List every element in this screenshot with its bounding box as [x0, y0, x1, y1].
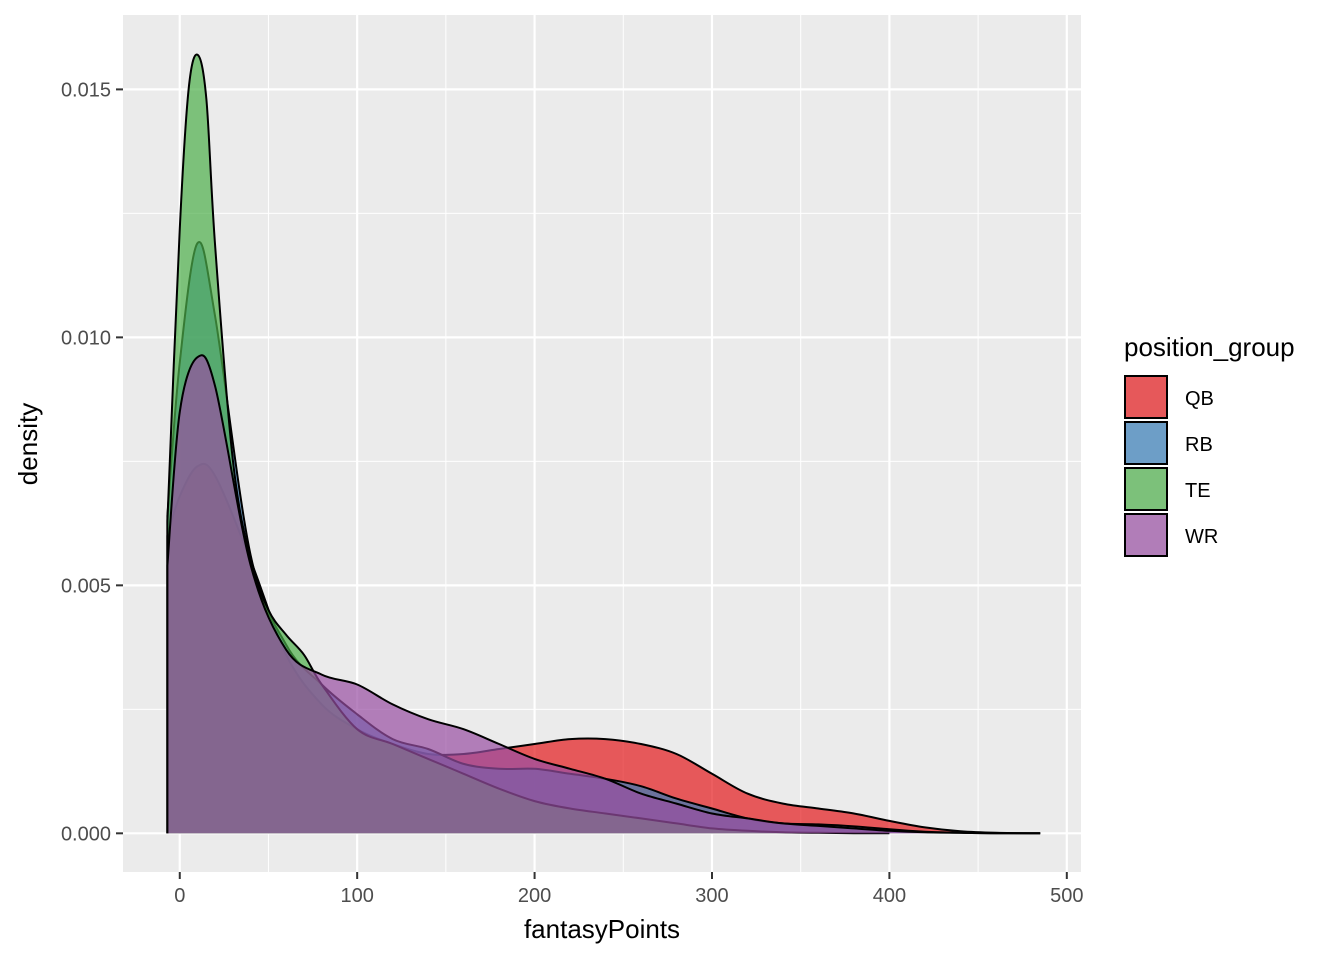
- legend-swatch-te: [1124, 467, 1168, 511]
- legend-label-wr: WR: [1185, 526, 1218, 548]
- legend-label-rb: RB: [1185, 434, 1213, 456]
- legend-swatch-wr: [1124, 513, 1168, 557]
- legend-swatch-rb: [1124, 421, 1168, 465]
- y-axis-label: density: [13, 403, 43, 485]
- x-tick-label: 400: [873, 885, 906, 907]
- x-tick-label: 500: [1050, 885, 1083, 907]
- x-tick-label: 200: [518, 885, 551, 907]
- minor-gridlines: [123, 15, 1081, 872]
- density-area-wr: [167, 355, 1041, 834]
- y-tick-label: 0.000: [61, 823, 111, 845]
- y-tick-label: 0.015: [61, 79, 111, 101]
- x-tick-label: 0: [174, 885, 185, 907]
- y-tick-label: 0.010: [61, 327, 111, 349]
- legend-label-te: TE: [1185, 480, 1211, 502]
- x-tick-label: 300: [695, 885, 728, 907]
- y-axis: 0.000 0.005 0.010 0.015: [61, 79, 123, 845]
- x-axis-label: fantasyPoints: [524, 914, 680, 944]
- legend-swatch-qb: [1124, 375, 1168, 419]
- legend-title: position_group: [1124, 332, 1295, 362]
- density-areas: [166, 53, 1041, 835]
- x-axis: 0 100 200 300 400 500: [174, 872, 1083, 907]
- density-line-wr: [166, 354, 1041, 835]
- legend-items: QB RB TE WR: [1124, 375, 1218, 557]
- legend: position_group QB RB TE WR: [1124, 332, 1295, 557]
- x-tick-label: 100: [340, 885, 373, 907]
- y-tick-label: 0.005: [61, 575, 111, 597]
- legend-label-qb: QB: [1185, 388, 1214, 410]
